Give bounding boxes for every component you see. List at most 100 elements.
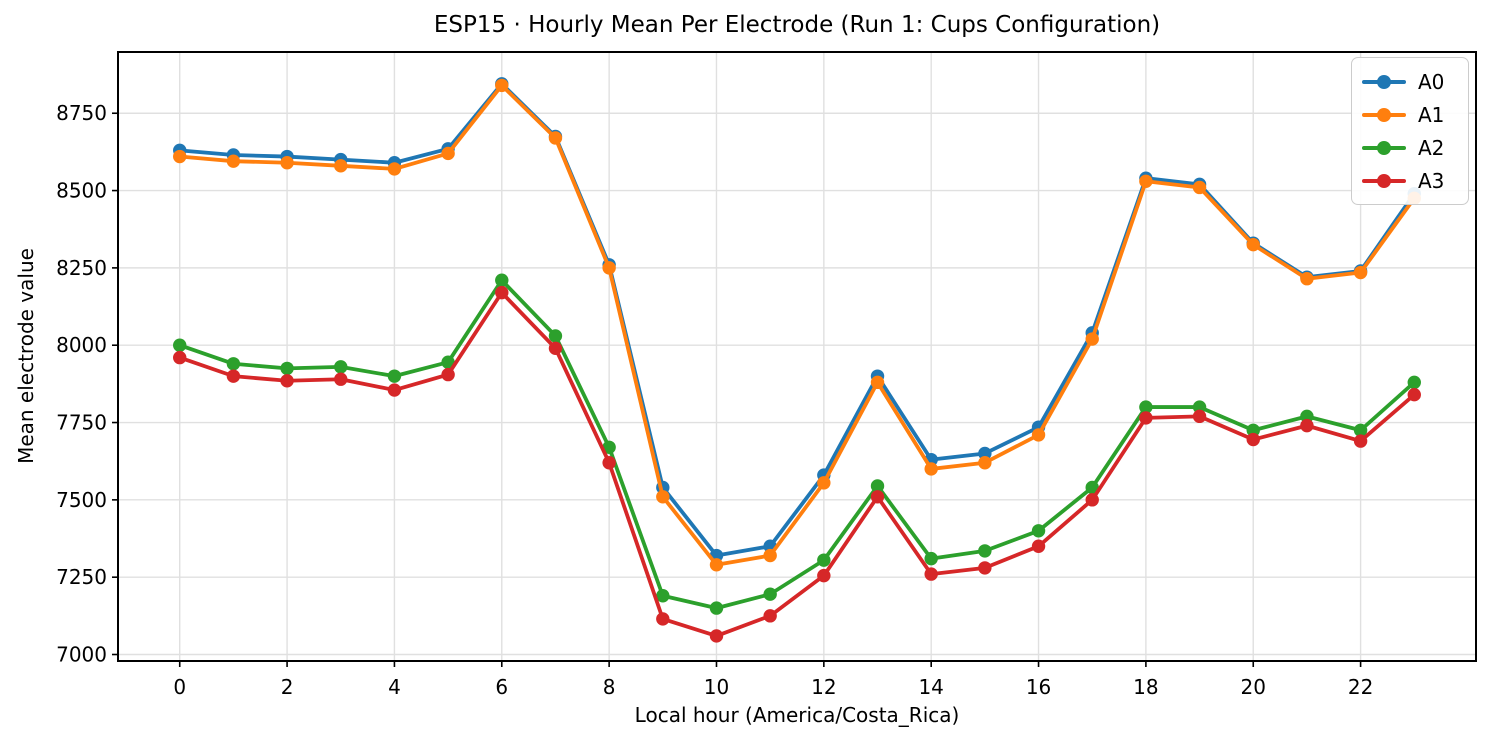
series-marker-a2 bbox=[1031, 524, 1046, 538]
legend-line-marker-icon bbox=[1362, 140, 1406, 155]
series-line-a2 bbox=[177, 278, 1417, 611]
y-tick-label: 8250 bbox=[56, 256, 107, 280]
series-marker-a3 bbox=[1353, 434, 1368, 448]
series-marker-a3 bbox=[387, 383, 402, 397]
series-marker-a1 bbox=[870, 375, 885, 390]
series-marker-a1 bbox=[226, 154, 241, 168]
legend-line-marker-icon bbox=[1362, 173, 1406, 188]
series-marker-a2 bbox=[173, 338, 187, 352]
legend-label-a2: A2 bbox=[1418, 135, 1445, 160]
series-marker-a2 bbox=[1139, 400, 1153, 414]
series-marker-a3 bbox=[1139, 411, 1153, 425]
series-line-a1 bbox=[177, 83, 1417, 567]
y-tick-label: 7750 bbox=[56, 411, 107, 435]
series-marker-a1 bbox=[1353, 265, 1368, 280]
series-marker-a1 bbox=[656, 490, 670, 504]
series-marker-a1 bbox=[1300, 272, 1314, 286]
chart-title: ESP15 · Hourly Mean Per Electrode (Run 1… bbox=[433, 12, 1161, 38]
series-marker-a1 bbox=[280, 156, 294, 170]
series-line-a0 bbox=[177, 81, 1417, 558]
legend-label-a0: A0 bbox=[1418, 69, 1445, 94]
series-marker-a3 bbox=[173, 350, 187, 365]
legend-line-marker-icon bbox=[1362, 74, 1406, 89]
x-axis-label: Local hour (America/Costa_Rica) bbox=[634, 703, 960, 727]
legend-label-a3: A3 bbox=[1418, 168, 1445, 193]
series-marker-a1 bbox=[763, 548, 777, 563]
series-marker-a3 bbox=[1246, 432, 1260, 447]
legend-label-a1: A1 bbox=[1418, 102, 1445, 127]
series-marker-a2 bbox=[1192, 400, 1207, 414]
series-marker-a2 bbox=[495, 273, 509, 287]
series-marker-a2 bbox=[387, 369, 402, 383]
y-tick-label: 7000 bbox=[56, 643, 107, 667]
series-marker-a1 bbox=[1031, 428, 1046, 442]
series-marker-a2 bbox=[924, 551, 938, 566]
y-tick-label: 7250 bbox=[56, 565, 107, 589]
series-marker-a2 bbox=[817, 553, 831, 567]
y-tick-label: 8750 bbox=[56, 101, 107, 125]
series-marker-a1 bbox=[1192, 180, 1207, 195]
series-marker-a3 bbox=[1031, 539, 1046, 553]
series-marker-a3 bbox=[334, 372, 348, 386]
series-marker-a1 bbox=[817, 476, 831, 490]
x-tick-label: 8 bbox=[603, 675, 616, 699]
series-marker-a0 bbox=[978, 446, 992, 461]
y-axis-label: Mean electrode value bbox=[14, 248, 38, 464]
x-tick-label: 16 bbox=[1026, 675, 1051, 699]
series-marker-a2 bbox=[1300, 409, 1314, 424]
series-marker-a2 bbox=[548, 329, 563, 343]
series-marker-a3 bbox=[280, 374, 294, 388]
series-marker-a2 bbox=[1407, 375, 1421, 390]
legend-item-a2: A2 bbox=[1362, 131, 1458, 164]
series-marker-a2 bbox=[978, 544, 992, 558]
series-marker-a2 bbox=[280, 361, 294, 376]
x-tick-label: 2 bbox=[281, 675, 294, 699]
x-tick-label: 12 bbox=[811, 675, 836, 699]
series-marker-a3 bbox=[978, 561, 992, 575]
series-marker-a3 bbox=[1192, 409, 1207, 424]
series-marker-a2 bbox=[602, 440, 616, 454]
series-marker-a3 bbox=[1407, 387, 1421, 402]
series-marker-a3 bbox=[441, 367, 455, 382]
y-tick-label: 8500 bbox=[56, 179, 107, 203]
series-marker-a3 bbox=[1085, 493, 1099, 507]
x-tick-label: 10 bbox=[704, 675, 729, 699]
series-marker-a3 bbox=[495, 285, 509, 300]
x-tick-label: 14 bbox=[918, 675, 943, 699]
series-marker-a2 bbox=[1353, 423, 1368, 437]
series-marker-a2 bbox=[334, 360, 348, 374]
y-tick-label: 7500 bbox=[56, 488, 107, 512]
series-marker-a1 bbox=[441, 146, 455, 161]
series-marker-a1 bbox=[1246, 237, 1260, 252]
x-tick-label: 0 bbox=[173, 675, 186, 699]
series-marker-a2 bbox=[1246, 423, 1260, 437]
series-marker-a3 bbox=[226, 369, 241, 383]
x-tick-label: 22 bbox=[1348, 675, 1373, 699]
series-marker-a3 bbox=[656, 612, 670, 626]
series-marker-a1 bbox=[548, 131, 563, 145]
series-marker-a3 bbox=[1300, 418, 1314, 433]
x-tick-label: 18 bbox=[1133, 675, 1158, 699]
series-marker-a3 bbox=[817, 568, 831, 583]
x-tick-label: 6 bbox=[495, 675, 508, 699]
series-marker-a3 bbox=[602, 456, 616, 470]
x-tick-label: 4 bbox=[388, 675, 401, 699]
legend-item-a0: A0 bbox=[1362, 65, 1458, 98]
series-marker-a3 bbox=[924, 567, 938, 581]
series-marker-a2 bbox=[656, 589, 670, 603]
series-marker-a3 bbox=[548, 341, 563, 356]
x-tick-label: 20 bbox=[1241, 675, 1266, 699]
series-marker-a1 bbox=[334, 159, 348, 173]
series-marker-a1 bbox=[387, 162, 402, 176]
legend-item-a1: A1 bbox=[1362, 98, 1458, 131]
legend: A0 A1 A2 A3 bbox=[1351, 57, 1469, 205]
series-marker-a3 bbox=[870, 490, 885, 504]
series-marker-a3 bbox=[709, 629, 724, 643]
series-marker-a2 bbox=[441, 355, 455, 369]
series-marker-a1 bbox=[1139, 174, 1153, 188]
series-marker-a2 bbox=[1085, 480, 1099, 495]
legend-item-a3: A3 bbox=[1362, 164, 1458, 197]
plot-border bbox=[117, 51, 1477, 662]
series-marker-a2 bbox=[226, 357, 241, 371]
